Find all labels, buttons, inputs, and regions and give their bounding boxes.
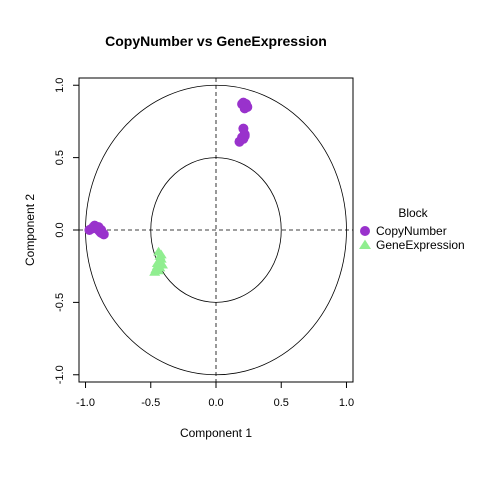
x-axis-label: Component 1 — [180, 426, 252, 440]
data-point-geneexpression — [155, 249, 167, 259]
data-point-copynumber — [239, 130, 250, 141]
legend-title: Block — [398, 206, 428, 220]
y-axis-label: Component 2 — [23, 194, 37, 266]
data-point-geneexpression — [151, 258, 163, 268]
x-tick-label: 0.0 — [208, 397, 223, 409]
plot-area: -1.0 -0.5 0.0 0.5 1.0 -1.0 -0.5 0.0 0.5 1.0 — [54, 77, 354, 409]
x-tick-label: 1.0 — [339, 397, 354, 409]
data-point-copynumber — [96, 225, 107, 235]
y-tick-label: 1.0 — [54, 78, 66, 93]
data-point-copynumber — [239, 103, 250, 114]
legend-label-geneexpression: GeneExpression — [376, 238, 465, 252]
data-point-geneexpression — [149, 267, 161, 276]
data-point-geneexpression — [154, 262, 166, 272]
legend-marker-copynumber — [360, 226, 370, 236]
legend-label-copynumber: CopyNumber — [376, 224, 447, 238]
y-tick-label: -1.0 — [54, 365, 66, 384]
chart-title: CopyNumber vs GeneExpression — [105, 33, 327, 49]
x-tick-label: 0.5 — [274, 397, 289, 409]
y-tick-label: 0.5 — [54, 150, 66, 165]
y-tick-label: 0.0 — [54, 222, 66, 237]
legend-marker-geneexpression — [359, 239, 371, 250]
y-tick-label: -0.5 — [54, 293, 66, 312]
x-tick-label: -0.5 — [141, 397, 160, 409]
x-tick-label: -1.0 — [76, 397, 95, 409]
